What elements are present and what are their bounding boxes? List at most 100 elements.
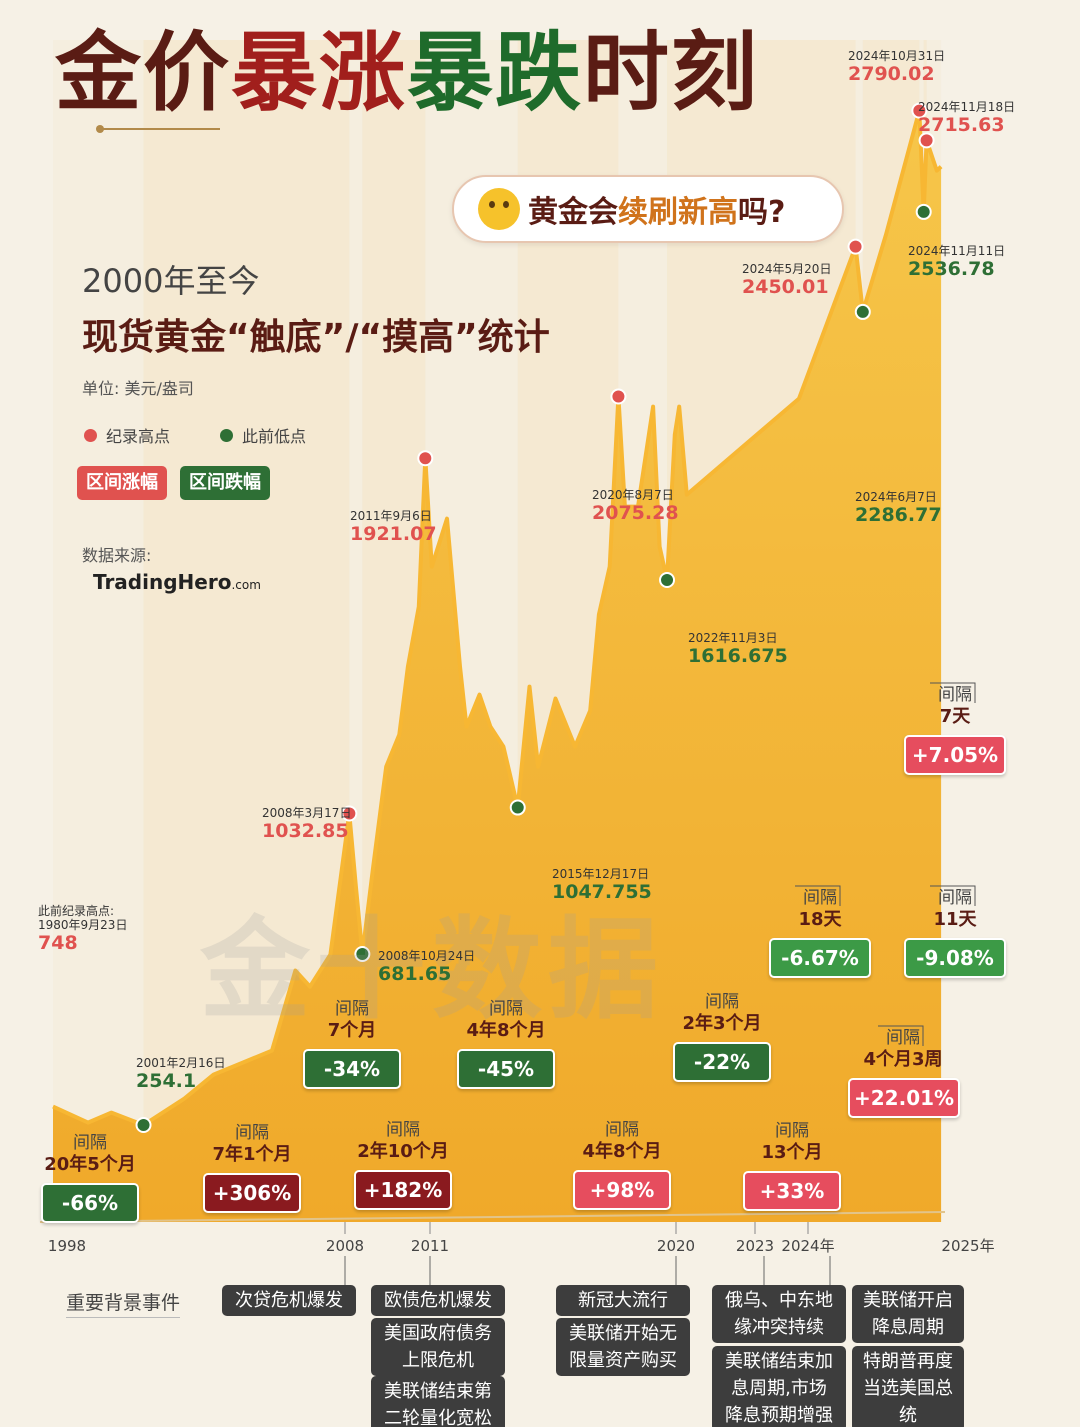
event-text-line: 次贷危机爆发 — [235, 1290, 343, 1311]
x-tick-label: 2024年 — [781, 1237, 834, 1255]
annotation-date: 2024年11月11日 — [908, 244, 1006, 258]
event-text-line: 缘冲突持续 — [734, 1317, 824, 1338]
source-suffix: .com — [231, 578, 261, 592]
x-tick-label: 2011 — [411, 1237, 449, 1255]
page-title: 金价暴涨暴跌时刻 — [55, 18, 759, 128]
tag-rise: 区间涨幅 — [77, 466, 167, 500]
event-e10: 特朗普再度 当选美国总统 — [852, 1346, 964, 1427]
unit-label: 单位: 美元/盎司 — [82, 379, 194, 398]
event-text-line: 美联储开始无 — [569, 1323, 677, 1344]
source-label: 数据来源: — [82, 546, 152, 565]
previous-low-label: 2024年11月11日 2536.78 — [908, 244, 1006, 281]
legend-high-label: 纪录高点 — [106, 427, 171, 446]
event-e6: 美联储开始无 限量资产购买 — [556, 1318, 690, 1376]
interval-rise-badge: +33% — [743, 1171, 841, 1211]
interval-annotation: 间隔 13个月 +33% — [737, 1121, 847, 1211]
annotation-date: 2022年11月3日 — [688, 631, 778, 645]
record-high-label: 2024年11月18日 2715.63 — [918, 100, 1015, 137]
annotation-date: 2024年6月7日 — [855, 490, 937, 504]
interval-rise-badge: +306% — [203, 1173, 301, 1213]
event-e5: 新冠大流行 — [556, 1285, 690, 1316]
record-high-label: 2024年10月31日 2790.02 — [848, 49, 945, 86]
event-text-line: 特朗普再度 — [863, 1351, 953, 1372]
interval-label: 间隔 — [775, 1121, 809, 1141]
record-high-marker — [911, 102, 928, 119]
title-underline-dot — [96, 125, 104, 133]
interval-rise-badge: +7.05% — [904, 735, 1006, 775]
annotation-value: 1032.85 — [262, 819, 349, 842]
interval-rise-badge: +22.01% — [848, 1078, 961, 1118]
interval-label: 间隔 — [705, 992, 739, 1012]
title-part-2: 暴涨 — [231, 22, 407, 123]
events-title: 重要背景事件 — [66, 1288, 181, 1318]
interval-annotation: 间隔 2年10个月 +182% — [348, 1120, 458, 1210]
title-part-3: 暴跌 — [407, 22, 583, 123]
event-text-line: 美联储结束加 — [725, 1351, 833, 1372]
title-part-1: 金价 — [55, 22, 231, 123]
event-text-line: 限量资产购买 — [569, 1350, 677, 1371]
event-text-line: 欧债危机爆发 — [384, 1290, 492, 1311]
interval-band — [53, 40, 144, 1222]
record-high-label: 此前纪录高点: 1980年9月23日 748 — [38, 904, 128, 954]
interval-annotation: 间隔 7天 +7.05% — [900, 685, 1010, 775]
annotation-value: 1047.755 — [552, 880, 652, 903]
interval-label: 间隔 — [886, 1028, 920, 1048]
annotation-value: 2536.78 — [908, 257, 995, 280]
event-text-line: 美国政府债务 — [384, 1323, 492, 1344]
interval-label: 间隔 — [605, 1120, 639, 1140]
interval-annotation: 间隔 18天 -6.67% — [765, 888, 875, 978]
green-dot-icon — [220, 428, 233, 442]
previous-low-label: 2024年6月7日 2286.77 — [855, 490, 942, 527]
question-banner: 黄金会 续刷新高 吗? — [452, 175, 844, 243]
interval-duration: 7年1个月 — [212, 1144, 292, 1165]
legend-high: 纪录高点 — [84, 423, 170, 447]
interval-label: 间隔 — [803, 888, 837, 908]
record-high-marker — [610, 388, 627, 405]
interval-fall-badge: -34% — [303, 1049, 401, 1089]
x-tick-label: 2020 — [657, 1237, 695, 1255]
thinking-face-icon — [478, 188, 520, 230]
annotation-date: 2008年10月24日 — [378, 949, 476, 963]
annotation-date: 2001年2月16日 — [136, 1056, 226, 1070]
annotation-date: 1980年9月23日 — [38, 917, 128, 932]
subtitle-main: 现货黄金“触底”/“摸高”统计 — [82, 317, 550, 358]
interval-fall-badge: -66% — [41, 1183, 139, 1223]
interval-rise-badge: +98% — [573, 1170, 671, 1210]
event-e4: 美联储结束第 二轮量化宽松 — [371, 1376, 505, 1427]
legend-low-label: 此前低点 — [242, 427, 307, 446]
interval-duration: 4年8个月 — [466, 1020, 546, 1041]
annotation-value: 2790.02 — [848, 62, 935, 85]
interval-annotation: 间隔 4年8个月 +98% — [567, 1120, 677, 1210]
interval-annotation: 间隔 4年8个月 -45% — [451, 999, 561, 1089]
previous-low-label: 2001年2月16日 254.1 — [136, 1056, 226, 1093]
x-tick-label: 2023 — [736, 1237, 774, 1255]
annotation-value: 1616.675 — [688, 644, 788, 667]
previous-low-label: 2022年11月3日 1616.675 — [688, 631, 788, 668]
interval-label: 间隔 — [235, 1123, 269, 1143]
interval-annotation: 间隔 2年3个月 -22% — [667, 992, 777, 1082]
event-e7: 俄乌、中东地 缘冲突持续 — [712, 1285, 846, 1343]
interval-annotation: 间隔 7年1个月 +306% — [197, 1123, 307, 1213]
title-part-4: 时刻 — [583, 22, 759, 123]
event-text-line: 息周期,市场 — [731, 1378, 827, 1399]
interval-annotation: 间隔 20年5个月 -66% — [35, 1133, 145, 1223]
subtitle-period: 2000年至今 — [82, 262, 260, 300]
event-text-line: 降息预期增强 — [725, 1405, 833, 1426]
title-underline — [100, 128, 220, 130]
annotation-date: 2008年3月17日 — [262, 806, 352, 820]
previous-low-label: 2008年10月24日 681.65 — [378, 949, 476, 986]
annotation-note: 此前纪录高点: — [38, 904, 115, 918]
interval-label: 间隔 — [489, 999, 523, 1019]
annotation-value: 254.1 — [136, 1069, 197, 1092]
interval-label: 间隔 — [938, 685, 972, 705]
interval-duration: 7天 — [939, 706, 971, 727]
tag-fall: 区间跌幅 — [180, 466, 270, 500]
interval-duration: 13个月 — [761, 1142, 823, 1163]
event-text-line: 上限危机 — [402, 1350, 474, 1371]
event-text-line: 俄乌、中东地 — [725, 1290, 833, 1311]
watermark: 金十数据 — [200, 906, 664, 1034]
record-high-label: 2020年8月7日 2075.28 — [592, 488, 679, 525]
interval-duration: 4年8个月 — [582, 1141, 662, 1162]
event-e3: 美国政府债务 上限危机 — [371, 1318, 505, 1376]
